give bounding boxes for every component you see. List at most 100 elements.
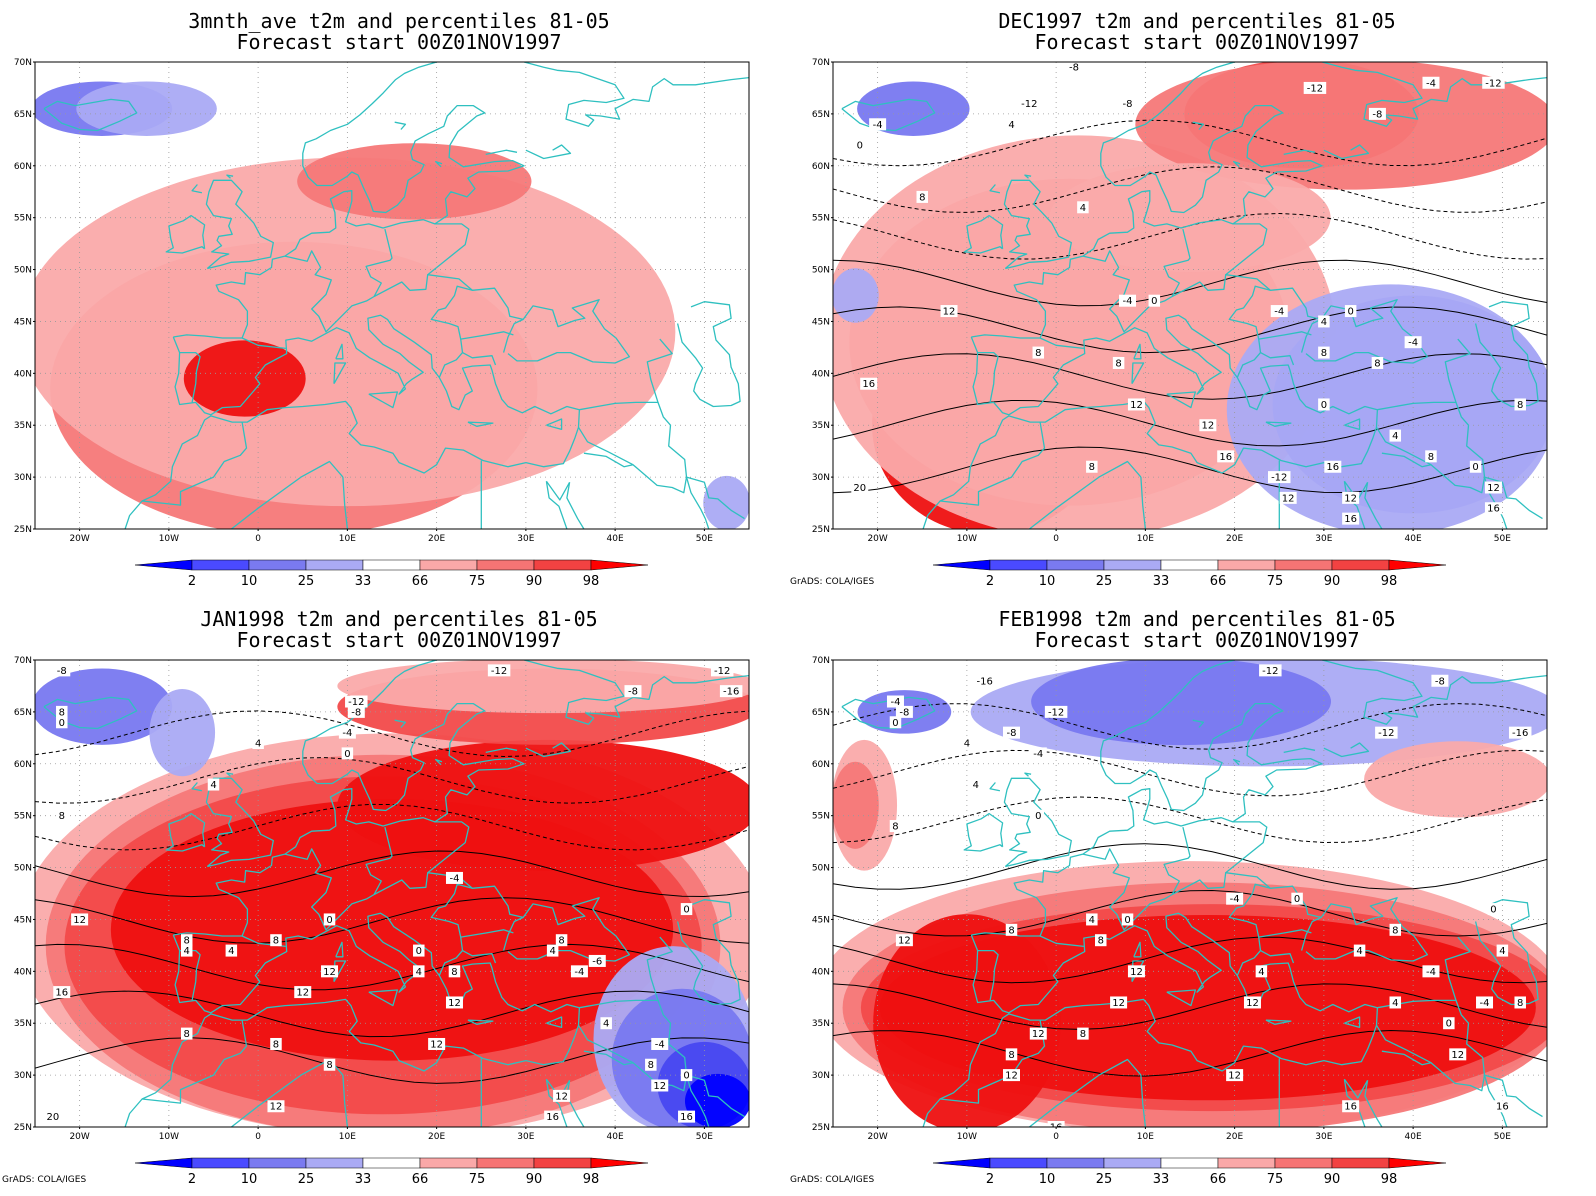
coastline	[657, 1000, 688, 1076]
contour-label: -4	[1123, 296, 1133, 307]
contour-label-box	[860, 377, 878, 390]
coastline	[1163, 826, 1191, 895]
grads-credit: GrADS: COLA/IGES	[790, 577, 875, 587]
colorbar-segment	[1046, 1157, 1105, 1169]
latitude-label: 30N	[812, 1071, 830, 1081]
contour-label-box	[1086, 460, 1098, 473]
shading-region-66	[1364, 741, 1547, 818]
latitude-label: 40N	[14, 967, 32, 977]
colorbar-label: 25	[1096, 1172, 1113, 1187]
coastline	[1381, 452, 1486, 494]
percentile-map: 70N 65N 60N 55N 50N 45N 40N 35N 30N 25N 20W 10W 0 10E…	[14, 58, 750, 589]
coastline	[284, 250, 524, 333]
contour-label: -4	[890, 697, 900, 708]
contour-label: 16	[1344, 1102, 1357, 1113]
contour-label: 12	[1130, 400, 1143, 411]
latitude-label: 65N	[14, 708, 32, 718]
coastline	[1364, 1080, 1383, 1127]
isotherm-12	[833, 983, 1547, 1030]
coastline	[467, 1019, 494, 1025]
coastline	[365, 826, 393, 895]
latitude-label: 25N	[812, 1123, 830, 1133]
coastline	[971, 62, 1323, 339]
contour-label: 4	[1392, 998, 1398, 1009]
colorbar-segment	[248, 1157, 307, 1169]
colorbar-label: 10	[241, 1172, 258, 1187]
colorbar-label: 33	[355, 574, 372, 589]
contour-label-box	[1389, 923, 1402, 936]
contour-label-box	[553, 1089, 571, 1102]
contour-label-box	[1065, 62, 1083, 74]
coastline	[1225, 223, 1268, 276]
contour-label-box	[1110, 996, 1128, 1009]
coastline	[142, 1019, 248, 1104]
contour-label: 8	[326, 1060, 332, 1071]
contour-label: 12	[448, 998, 461, 1009]
contour-label-box	[1095, 934, 1107, 947]
contour-label-box	[719, 685, 743, 698]
contour-label-box	[1375, 726, 1398, 739]
isotherm-4	[833, 889, 1547, 937]
contour-label-box	[413, 965, 425, 978]
contour-label: 12	[1246, 998, 1259, 1009]
coastline	[971, 660, 1323, 937]
contour-label: -4	[1274, 307, 1284, 318]
colorbar-label: 2	[188, 1172, 196, 1187]
contour-label-box	[1469, 460, 1482, 473]
contour-label-box	[651, 1037, 669, 1050]
coastline	[142, 421, 248, 506]
colorbar-label: 25	[298, 574, 315, 589]
contour-label-box	[1443, 1017, 1455, 1030]
contour-label-box	[588, 954, 606, 967]
colorbar-segment	[362, 1157, 421, 1169]
grads-credit: GrADS: COLA/IGES	[2, 1175, 87, 1185]
coastline	[335, 941, 344, 958]
colorbar-label: 66	[1210, 574, 1227, 589]
latitude-label: 65N	[812, 708, 830, 718]
isotherm--8	[833, 749, 1547, 797]
contour-label: 0	[326, 915, 332, 926]
contour-label-box	[487, 664, 511, 677]
contour-label-box	[869, 118, 887, 131]
contour-label-box	[1044, 705, 1068, 718]
contour-label-box	[44, 1110, 62, 1123]
contour-label: -4	[655, 1039, 665, 1050]
colorbar-label: 25	[1096, 574, 1113, 589]
shading-region-33	[703, 475, 749, 529]
colorbar-label: 98	[583, 574, 600, 589]
coastline	[1260, 950, 1295, 964]
coastline	[1323, 742, 1370, 758]
contour-label: 0	[1035, 811, 1041, 822]
contour-label: 16	[1219, 452, 1232, 463]
isotherm-8	[833, 353, 1547, 400]
contour-label: 0	[416, 946, 422, 957]
shading-region-33	[76, 81, 217, 136]
contour-label-box	[1476, 996, 1494, 1009]
coastline	[1133, 941, 1142, 958]
coastline	[241, 337, 286, 350]
latitude-label: 25N	[14, 1123, 32, 1133]
contour-label: -12	[1048, 707, 1064, 718]
coastline	[502, 299, 631, 364]
contour-label-box	[1493, 1100, 1511, 1113]
contour-label: 12	[1344, 493, 1357, 504]
contour-label-box	[1487, 903, 1500, 916]
map-frame	[34, 659, 750, 1128]
contour-label-box	[1226, 892, 1244, 905]
contour-label: -8	[1435, 676, 1445, 687]
coastline	[1474, 301, 1539, 408]
coastline	[686, 476, 745, 520]
isotherm-16	[833, 446, 1547, 494]
shading-region-33	[149, 689, 216, 777]
coastline	[1381, 1050, 1486, 1092]
colorbar-segment	[989, 1157, 1048, 1169]
panel-title: JAN1998 t2m and percentiles 81-05	[200, 607, 598, 631]
longitude-label: 10W	[957, 1132, 977, 1142]
colorbar-segment	[191, 559, 250, 571]
coastline	[566, 482, 585, 529]
contour-label: 12	[73, 915, 86, 926]
coastline	[1344, 1016, 1361, 1029]
colorbar-segment	[533, 559, 592, 571]
contour-label: 0	[683, 1071, 689, 1082]
contour-label: -4	[342, 728, 352, 739]
